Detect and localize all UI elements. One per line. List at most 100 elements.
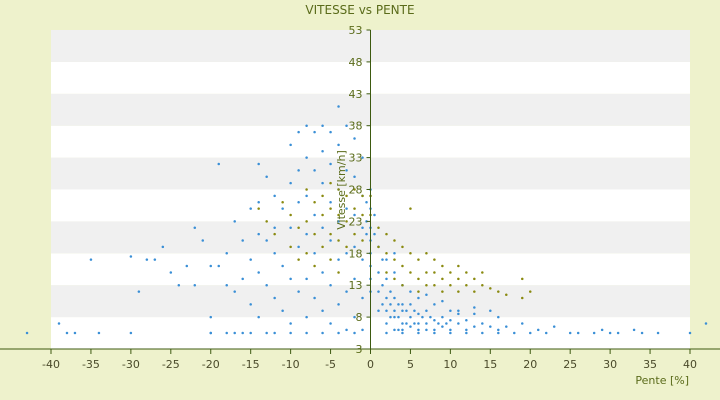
data-point xyxy=(201,239,205,242)
data-point xyxy=(265,331,268,335)
data-point xyxy=(273,194,276,198)
data-point xyxy=(385,277,388,281)
data-point xyxy=(385,309,388,312)
data-point xyxy=(481,322,484,325)
data-point xyxy=(257,271,260,274)
data-point xyxy=(377,226,380,230)
data-point xyxy=(361,258,364,261)
data-point xyxy=(529,331,532,335)
data-point xyxy=(257,201,260,204)
x-tick-label: -40 xyxy=(42,358,60,371)
data-point xyxy=(441,264,444,268)
data-point xyxy=(373,232,376,236)
data-point xyxy=(397,303,400,306)
data-point xyxy=(353,213,356,217)
data-point xyxy=(473,290,476,293)
data-point xyxy=(441,290,444,293)
data-point xyxy=(281,264,284,268)
data-point xyxy=(465,319,468,322)
y-tick-label: 23 xyxy=(349,215,363,228)
data-point xyxy=(353,245,356,249)
x-tick-label: 40 xyxy=(683,358,697,371)
data-point xyxy=(457,312,460,316)
data-point xyxy=(401,245,404,249)
data-point xyxy=(405,322,408,325)
data-point xyxy=(385,331,388,335)
data-point xyxy=(409,207,412,210)
data-point xyxy=(345,252,348,255)
data-point xyxy=(377,245,380,249)
x-tick-label: 25 xyxy=(563,358,577,371)
x-axis-label: Pente [%] xyxy=(635,374,689,387)
data-point xyxy=(449,283,452,287)
x-tick-label: 35 xyxy=(643,358,657,371)
data-points xyxy=(25,105,708,335)
data-point xyxy=(345,169,348,172)
data-point xyxy=(521,296,524,300)
data-point xyxy=(481,283,484,287)
y-tick-label: 3 xyxy=(356,343,363,356)
data-point xyxy=(353,137,356,140)
x-tick-label: 10 xyxy=(443,358,457,371)
data-point xyxy=(313,201,316,204)
data-point xyxy=(373,213,376,217)
data-point xyxy=(421,315,424,319)
data-point xyxy=(297,201,300,204)
data-point xyxy=(457,290,460,293)
x-tick-label: -10 xyxy=(282,358,300,371)
data-point xyxy=(497,328,500,332)
data-point xyxy=(225,331,228,335)
data-point xyxy=(321,194,324,198)
y-tick-label: 53 xyxy=(349,24,363,37)
data-point xyxy=(361,239,364,242)
x-tick-label: -20 xyxy=(202,358,220,371)
data-point xyxy=(425,309,428,312)
data-point xyxy=(425,271,428,274)
data-point xyxy=(397,328,400,332)
y-tick-label: 43 xyxy=(349,88,363,101)
data-point xyxy=(449,328,452,332)
data-point xyxy=(353,277,356,281)
data-point xyxy=(225,283,228,287)
series-2 xyxy=(257,181,532,300)
data-point xyxy=(265,239,268,242)
data-point xyxy=(289,213,292,217)
data-point xyxy=(321,124,324,127)
data-point xyxy=(313,130,316,134)
data-point xyxy=(329,130,332,134)
data-point xyxy=(273,226,276,230)
data-point xyxy=(193,226,197,230)
data-point xyxy=(465,271,468,274)
data-point xyxy=(381,258,384,261)
data-point xyxy=(385,232,388,236)
data-point xyxy=(241,239,244,242)
data-point xyxy=(273,252,276,255)
data-point xyxy=(401,331,404,335)
data-point xyxy=(361,328,364,332)
data-point xyxy=(429,315,432,319)
data-point xyxy=(417,290,420,293)
data-point xyxy=(389,303,392,306)
data-point xyxy=(321,271,324,274)
data-point xyxy=(305,156,308,159)
data-point xyxy=(345,220,348,223)
data-point xyxy=(521,322,524,325)
data-point xyxy=(393,258,396,261)
data-point xyxy=(305,194,308,198)
data-point xyxy=(473,306,476,309)
data-point xyxy=(345,245,348,249)
data-point xyxy=(497,315,500,319)
x-tick-label: 15 xyxy=(483,358,497,371)
data-point xyxy=(329,162,332,166)
data-point xyxy=(489,325,492,328)
data-point xyxy=(441,277,444,281)
data-point xyxy=(353,232,356,236)
data-point xyxy=(365,232,368,236)
data-point xyxy=(137,290,141,293)
y-tick-label: 33 xyxy=(349,152,363,165)
data-point xyxy=(281,309,284,312)
data-point xyxy=(337,271,340,274)
data-point xyxy=(297,169,300,172)
data-point xyxy=(704,322,708,325)
